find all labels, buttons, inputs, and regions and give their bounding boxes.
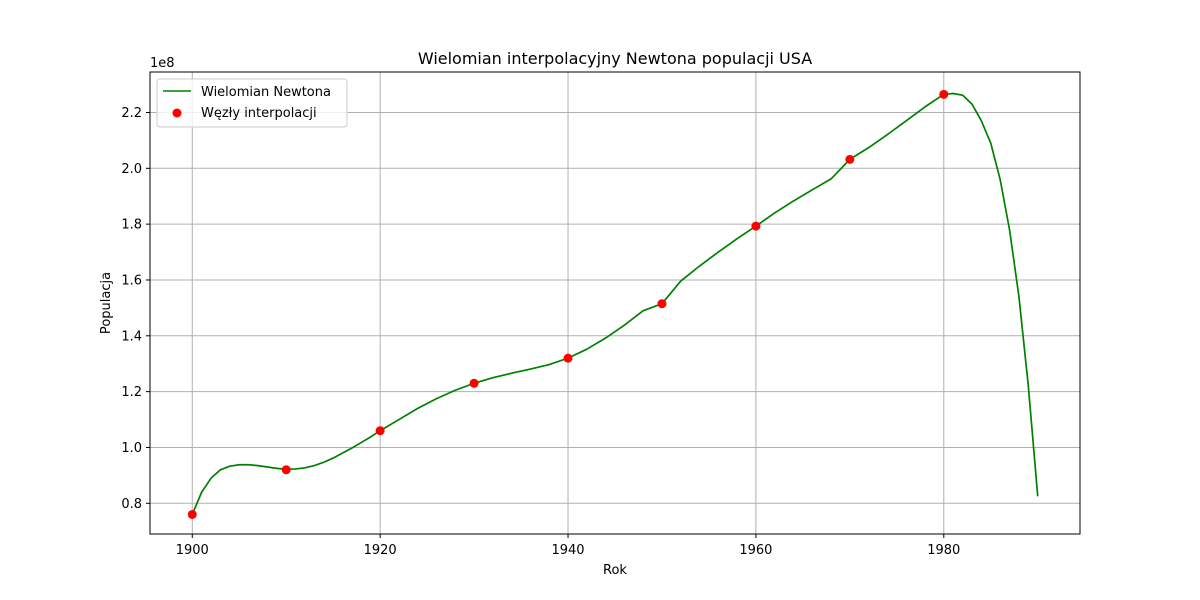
y-tick-label: 1.8	[121, 218, 142, 233]
x-tick-label: 1900	[176, 543, 209, 558]
grid-lines	[150, 72, 1080, 534]
y-tick-label: 2.0	[121, 162, 142, 177]
y-tick-label: 1.0	[121, 441, 142, 456]
interpolation-node-point	[845, 154, 855, 164]
y-tick-label: 1.4	[121, 329, 142, 344]
plot-frame	[149, 71, 1081, 535]
legend: Wielomian Newtona Węzły interpolacji	[156, 78, 348, 128]
x-tick-label: 1940	[551, 543, 584, 558]
interpolation-node-point	[751, 221, 761, 231]
interpolation-node-point	[563, 353, 573, 363]
legend-label-nodes: Węzły interpolacji	[201, 106, 317, 121]
interpolation-node-point	[469, 378, 479, 388]
y-tick-label: 0.8	[121, 497, 142, 512]
x-tick-label: 1920	[364, 543, 397, 558]
interpolation-node-point	[939, 89, 949, 99]
x-ticks: 1900 1920 1940 1960 1980	[176, 534, 960, 558]
legend-marker-swatch	[172, 108, 182, 118]
y-ticks: 0.8 1.0 1.2 1.4 1.6 1.8 2.0 2.2	[121, 106, 150, 512]
chart-title: Wielomian interpolacyjny Newtona populac…	[418, 49, 812, 68]
interpolation-node-point	[187, 509, 197, 519]
y-tick-label: 2.2	[121, 106, 142, 121]
x-tick-label: 1980	[927, 543, 960, 558]
y-tick-label: 1.2	[121, 385, 142, 400]
interpolation-node-point	[281, 465, 291, 475]
legend-label-line: Wielomian Newtona	[201, 85, 331, 100]
interpolation-node-point	[375, 426, 385, 436]
y-tick-label: 1.6	[121, 273, 142, 288]
y-offset-label: 1e8	[150, 56, 175, 71]
y-axis-label: Populacja	[99, 272, 114, 334]
plot-area	[187, 89, 1039, 519]
x-axis-label: Rok	[603, 563, 627, 578]
legend-box	[156, 78, 348, 128]
interpolation-node-point	[657, 299, 667, 309]
x-tick-label: 1960	[739, 543, 772, 558]
